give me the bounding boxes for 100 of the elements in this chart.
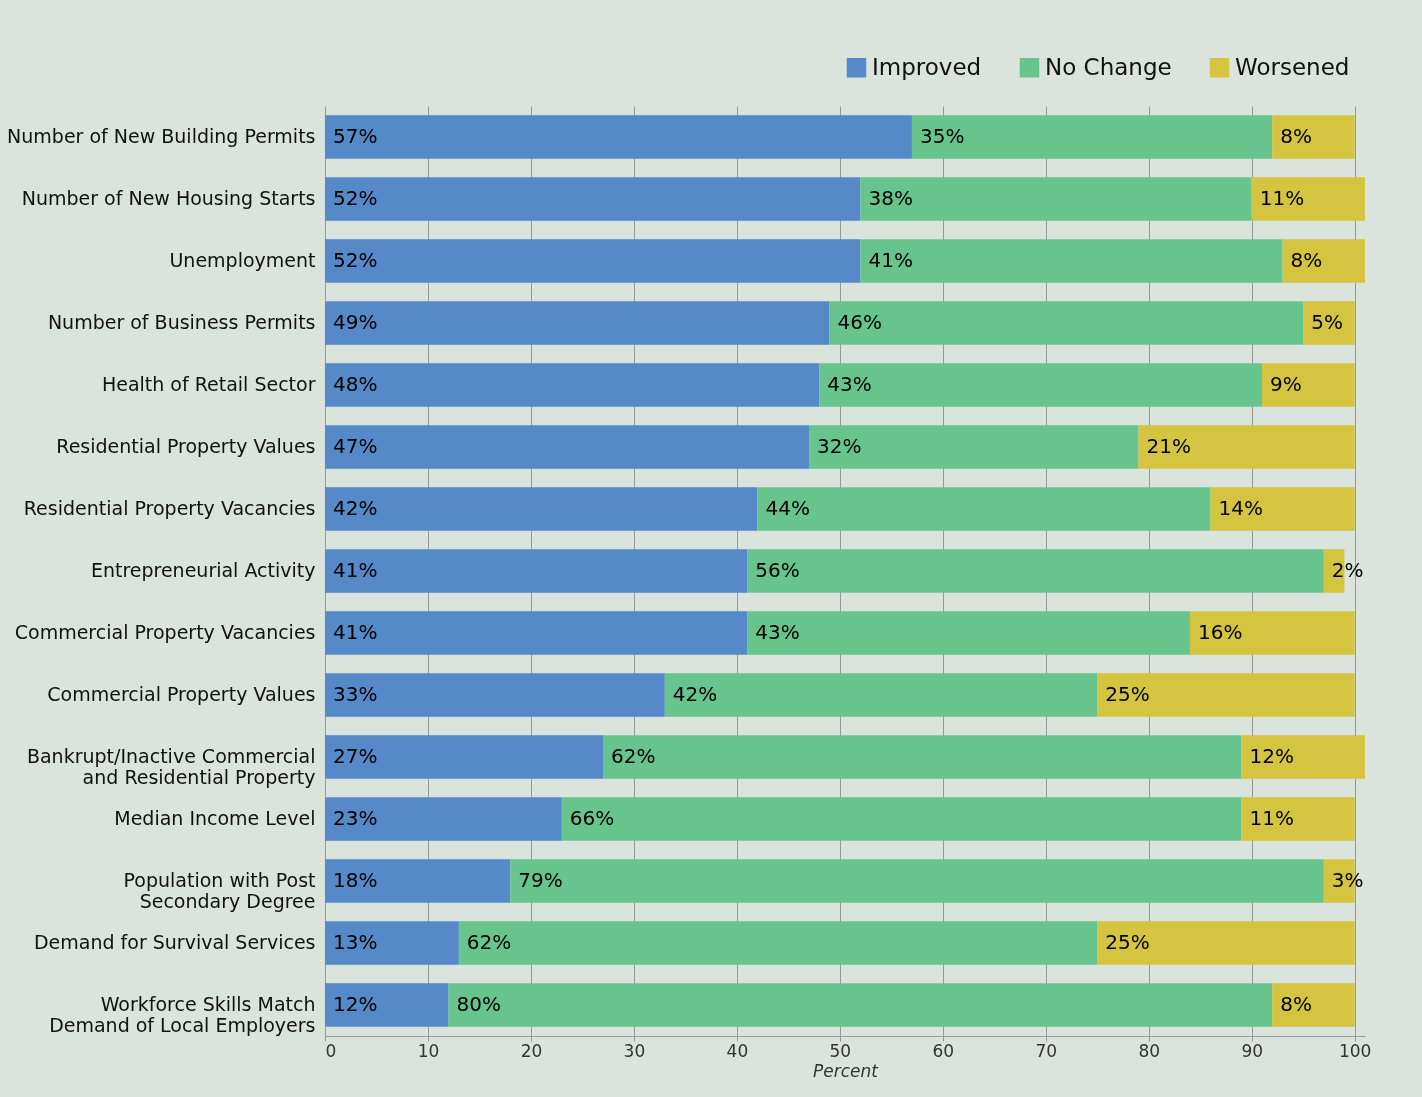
data-label: 47% xyxy=(333,434,378,458)
bar xyxy=(1241,735,1365,779)
data-label: 14% xyxy=(1218,496,1263,520)
y-tick-label: Demand for Survival Services xyxy=(33,931,316,953)
bar xyxy=(747,611,1190,655)
data-label: 42% xyxy=(672,682,718,706)
data-label: 12% xyxy=(1249,744,1294,768)
bar xyxy=(1097,673,1355,717)
y-tick-label: Workforce Skills Match Demand of Local Employers xyxy=(49,993,316,1036)
x-tick-label: 100 xyxy=(1338,1040,1372,1061)
bar xyxy=(911,115,1273,159)
data-label: 5% xyxy=(1311,310,1343,334)
bar xyxy=(808,425,1139,469)
bar xyxy=(325,487,758,531)
bar xyxy=(325,425,809,469)
y-tick-label: Residential Property Vacancies xyxy=(23,497,316,519)
x-tick-label: 40 xyxy=(726,1040,749,1061)
bar xyxy=(325,735,604,779)
bar xyxy=(1282,239,1365,283)
bar xyxy=(860,239,1283,283)
x-tick-label: 10 xyxy=(417,1040,440,1061)
bar xyxy=(603,735,1242,779)
bar xyxy=(1272,983,1355,1027)
x-tick-label: 0 xyxy=(325,1040,337,1061)
y-tick-label: Number of New Building Permits xyxy=(7,125,316,147)
bar xyxy=(325,797,562,841)
y-tick-label: Unemployment xyxy=(169,249,316,271)
data-label: 48% xyxy=(333,372,378,396)
bar xyxy=(1272,115,1355,159)
legend-label: Worsened xyxy=(1235,53,1350,80)
x-tick-label: 20 xyxy=(520,1040,543,1061)
data-label: 18% xyxy=(333,868,378,892)
y-tick-label: Commercial Property Vacancies xyxy=(14,621,316,643)
data-label: 12% xyxy=(333,992,378,1016)
x-axis-title: Percent xyxy=(813,1060,880,1081)
x-tick-label: 30 xyxy=(623,1040,646,1061)
legend-label: Improved xyxy=(872,53,982,80)
bar xyxy=(819,363,1263,407)
data-label: 11% xyxy=(1249,806,1294,830)
x-tick-label: 70 xyxy=(1035,1040,1058,1061)
bar xyxy=(325,239,861,283)
data-label: 80% xyxy=(456,992,502,1016)
data-label: 9% xyxy=(1270,372,1302,396)
bar xyxy=(1303,301,1355,345)
data-label: 57% xyxy=(333,124,378,148)
data-label: 33% xyxy=(333,682,378,706)
y-tick-label: Number of Business Permits xyxy=(47,311,316,333)
bar xyxy=(860,177,1252,221)
bar xyxy=(325,363,820,407)
data-label: 32% xyxy=(816,434,862,458)
data-label: 43% xyxy=(827,372,872,396)
bar xyxy=(829,301,1304,345)
y-tick-label: Commercial Property Values xyxy=(47,683,316,705)
y-tick-label: Bankrupt/Inactive Commercial and Residential Property xyxy=(26,745,316,788)
data-label: 44% xyxy=(765,496,810,520)
bar xyxy=(325,115,912,159)
data-label: 25% xyxy=(1105,930,1150,954)
bar xyxy=(1241,797,1355,841)
data-label: 52% xyxy=(333,248,378,272)
bar xyxy=(325,177,861,221)
y-tick-label: Median Income Level xyxy=(114,807,316,829)
data-label: 46% xyxy=(837,310,883,334)
y-tick-label: Health of Retail Sector xyxy=(101,373,316,395)
bar xyxy=(325,983,449,1027)
data-label: 13% xyxy=(333,930,378,954)
data-label: 62% xyxy=(611,744,656,768)
x-tick-label: 50 xyxy=(829,1040,852,1061)
y-tick-label: Residential Property Values xyxy=(56,435,316,457)
data-label: 66% xyxy=(569,806,615,830)
bar xyxy=(325,673,665,717)
bar xyxy=(325,859,511,903)
x-tick-label: 90 xyxy=(1241,1040,1264,1061)
data-label: 11% xyxy=(1259,186,1305,210)
bar xyxy=(1210,487,1355,531)
data-label: 79% xyxy=(518,868,563,892)
bar xyxy=(1189,611,1355,655)
data-label: 42% xyxy=(333,496,378,520)
bar xyxy=(1262,363,1355,407)
bar xyxy=(325,301,830,345)
y-tick-label: Number of New Housing Starts xyxy=(21,187,316,209)
data-label: 21% xyxy=(1146,434,1191,458)
data-label: 56% xyxy=(755,558,800,582)
data-label: 23% xyxy=(333,806,378,830)
data-label: 52% xyxy=(333,186,378,210)
y-tick-label: Population with Post Secondary Degree xyxy=(123,869,316,912)
legend-label: No Change xyxy=(1045,53,1172,80)
bar xyxy=(1138,425,1355,469)
data-label: 8% xyxy=(1280,124,1313,148)
data-label: 35% xyxy=(919,124,965,148)
data-label: 49% xyxy=(333,310,378,334)
data-label: 25% xyxy=(1105,682,1150,706)
bar xyxy=(458,921,1098,965)
data-label: 41% xyxy=(333,620,378,644)
bar xyxy=(1097,921,1355,965)
bar xyxy=(325,611,748,655)
data-label: 16% xyxy=(1197,620,1243,644)
data-label: 41% xyxy=(333,558,378,582)
data-label: 62% xyxy=(466,930,512,954)
bar xyxy=(448,983,1273,1027)
x-tick-label: 80 xyxy=(1138,1040,1161,1061)
